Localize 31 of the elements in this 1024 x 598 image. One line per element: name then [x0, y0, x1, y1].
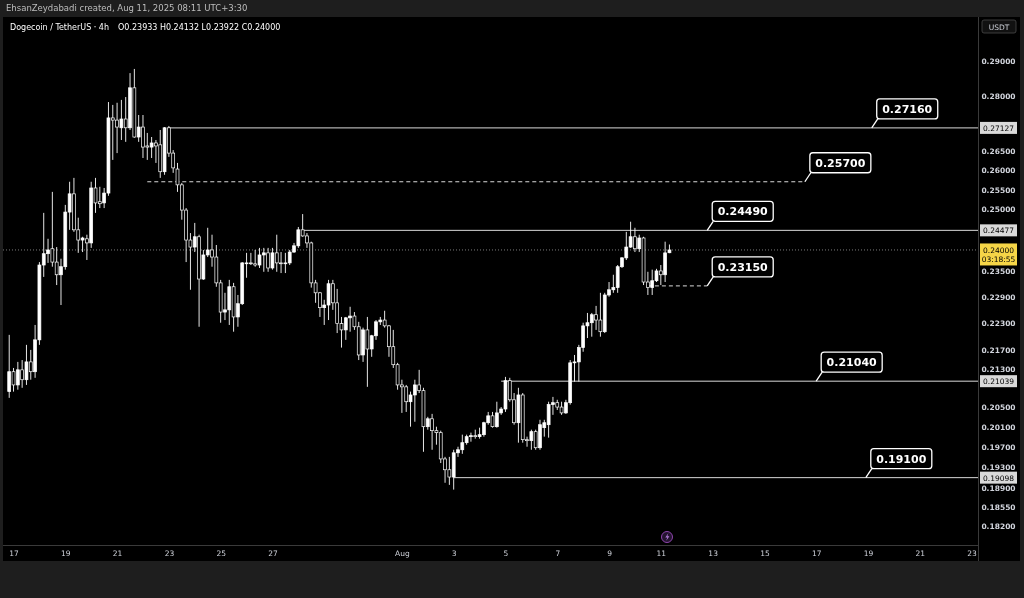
text: EhsanZeydabadi created, Aug 11, 2025 08:11 UTC+3:30	[6, 3, 248, 13]
candlestick	[283, 252, 288, 274]
candlestick	[296, 226, 301, 249]
annotation: 0.19100	[876, 452, 927, 466]
candlestick	[11, 367, 16, 393]
text: Dogecoin / TetherUS · 4h	[10, 23, 110, 32]
candlestick	[546, 401, 551, 439]
candlestick	[141, 114, 145, 159]
candlestick	[447, 456, 452, 486]
candlestick	[326, 279, 331, 321]
candlestick	[7, 334, 12, 399]
candlestick	[227, 279, 232, 326]
candlestick	[404, 384, 409, 413]
candlestick	[46, 238, 50, 264]
candlestick	[538, 419, 542, 451]
annotation: 0.25700	[815, 156, 866, 170]
annotation: 0.27160	[882, 102, 933, 116]
candlestick	[529, 429, 534, 451]
text: O0.23933 H0.24132 L0.23922 C0.24000	[118, 23, 281, 32]
annotation: 0.24490	[717, 205, 769, 219]
candlestick	[469, 432, 473, 443]
annotation: 0.21040	[826, 356, 878, 370]
candlestick	[460, 434, 465, 455]
candlestick	[24, 344, 29, 386]
candlestick	[365, 316, 370, 388]
candlestick	[598, 292, 603, 338]
candlestick	[274, 234, 279, 273]
annotation: 0.23150	[717, 260, 769, 274]
candlestick	[149, 136, 154, 159]
candlestick	[257, 247, 262, 269]
candlestick	[261, 247, 266, 273]
